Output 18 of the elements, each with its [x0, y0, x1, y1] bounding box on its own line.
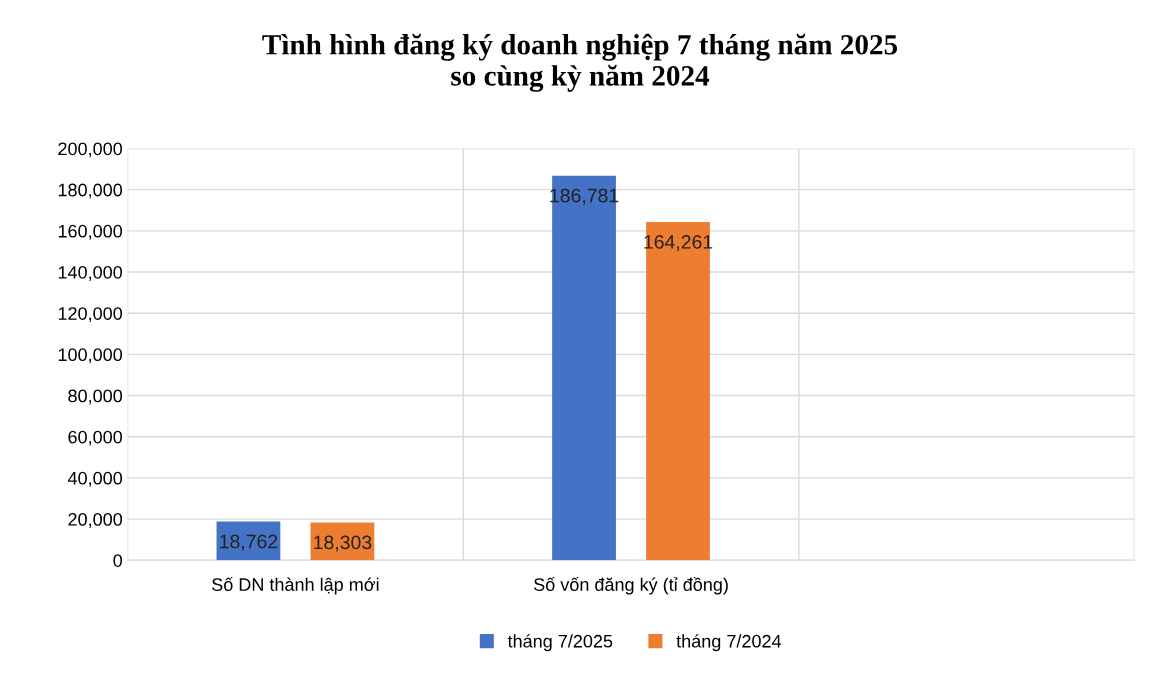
x-tick-label: Số DN thành lập mới	[212, 576, 379, 595]
y-tick-label: 40,000	[67, 471, 123, 487]
y-tick-label: 200,000	[58, 142, 123, 158]
legend-label: tháng 7/2025	[507, 634, 613, 652]
y-tick-label: 0	[113, 554, 123, 567]
y-tick-label: 180,000	[58, 183, 123, 199]
y-tick-label: 100,000	[58, 348, 123, 364]
y-tick-label: 80,000	[68, 389, 123, 405]
x-tick-label: Số vốn đăng ký (tỉ đồng)	[534, 576, 728, 595]
data-label: 18,303	[314, 535, 372, 552]
y-tick-label: 120,000	[58, 307, 123, 323]
y-tick-label: 140,000	[58, 265, 123, 281]
data-label: 18,762	[220, 534, 278, 551]
chart-title: Tình hình đăng ký doanh nghiệp 7 tháng năm 2025 so cùng kỳ năm 2024	[262, 33, 898, 92]
legend-label: tháng 7/2024	[676, 634, 782, 652]
y-tick-label: 20,000	[68, 513, 123, 528]
y-tick-label: 160,000	[58, 224, 123, 240]
y-tick-label: 60,000	[68, 430, 123, 446]
